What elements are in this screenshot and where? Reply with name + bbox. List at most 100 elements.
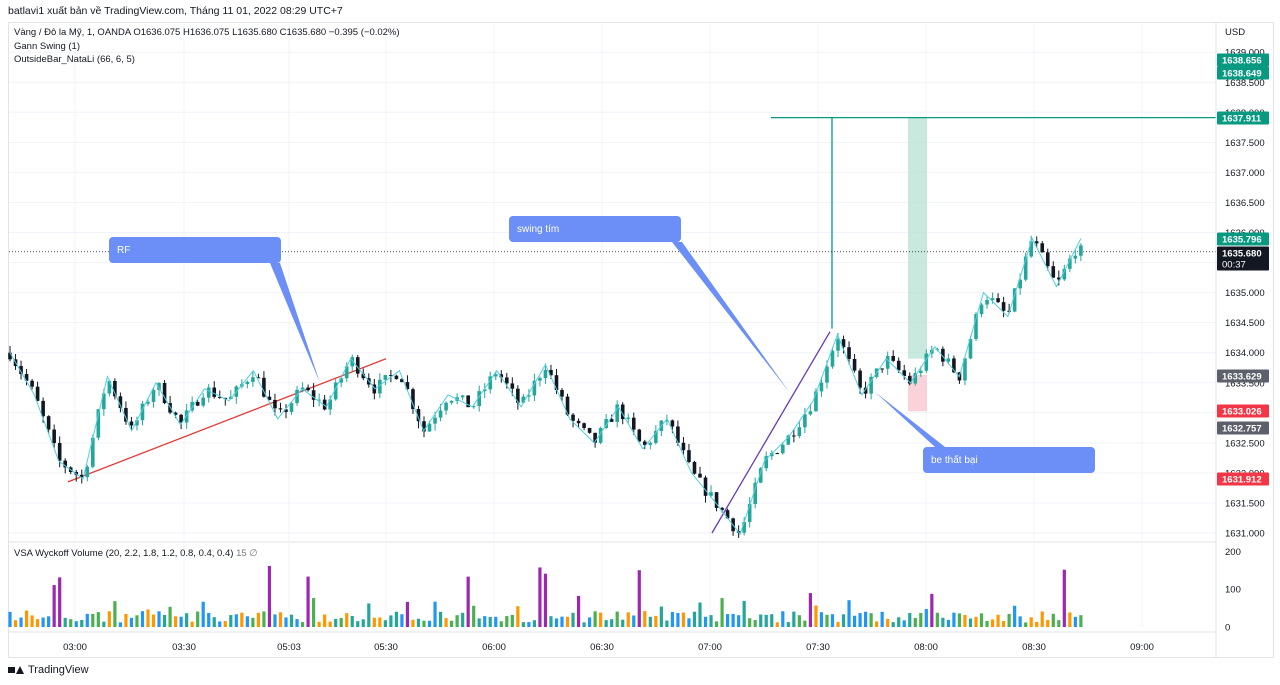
volume-bar <box>96 612 100 627</box>
price-badge <box>1217 246 1269 271</box>
volume-bar <box>841 614 846 627</box>
candle-body <box>157 382 161 390</box>
candle-body <box>692 461 697 474</box>
volume-bar <box>289 614 294 627</box>
candle-body <box>96 409 101 438</box>
candle-body <box>847 347 851 359</box>
time-tick-label: 08:00 <box>914 642 938 653</box>
candle-body <box>792 435 796 437</box>
tradingview-footer[interactable]: TradingView <box>8 664 89 676</box>
volume-bar <box>532 620 536 627</box>
price-tick-label: 1632.500 <box>1225 438 1265 449</box>
volume-bar <box>825 614 829 627</box>
candle-body <box>1045 252 1050 267</box>
tradingview-brand: TradingView <box>28 664 89 676</box>
candle-body <box>1023 256 1028 280</box>
candle-body <box>1073 255 1078 259</box>
volume-bar <box>648 616 652 627</box>
candle-body <box>758 468 763 483</box>
callout-label: be thất bại <box>931 454 978 466</box>
price-badge <box>1217 232 1269 246</box>
candle-body <box>560 390 564 397</box>
candle-body <box>383 375 388 380</box>
candle-body <box>118 396 123 408</box>
volume-bar <box>709 615 713 627</box>
volume-bar <box>1040 611 1044 627</box>
volume-bar <box>1018 616 1022 627</box>
candle-body <box>819 382 824 392</box>
tradingview-logo-icon <box>8 665 24 675</box>
volume-tick-label: 100 <box>1225 585 1241 596</box>
volume-bar <box>118 622 122 627</box>
price-axis: 1631.0001631.5001632.0001632.5001633.000… <box>1215 22 1269 657</box>
candle-body <box>742 521 746 533</box>
candle-body <box>1057 277 1061 280</box>
volume-bar <box>720 598 724 627</box>
volume-bar <box>924 609 928 627</box>
indicator-outside-bar[interactable]: OutsideBar_NataLi (66, 6, 5) <box>14 54 135 65</box>
candle-body <box>24 374 29 381</box>
risk-reward-zones <box>908 117 927 412</box>
time-tick-label: 05:03 <box>277 642 301 653</box>
volume-bar <box>1068 612 1072 627</box>
volume-bar <box>748 618 752 627</box>
volume-bar <box>24 610 29 627</box>
symbol-legend[interactable]: Vàng / Đô la Mỹ, 1, OANDA O1636.075 H163… <box>14 27 400 38</box>
candle-body <box>880 368 884 370</box>
volume-bar <box>510 614 514 627</box>
callout-box <box>509 216 681 242</box>
volume-bar <box>140 611 145 627</box>
volume-legend[interactable]: VSA Wyckoff Volume (20, 2.2, 1.8, 1.2, 0… <box>14 548 258 559</box>
candle-body <box>814 391 818 412</box>
volume-bar <box>902 620 906 627</box>
candle-body <box>394 375 399 380</box>
candle-body <box>102 393 106 410</box>
candle-body <box>1062 268 1067 280</box>
red-trendline <box>67 358 387 483</box>
volume-bar <box>295 619 299 627</box>
time-tick-label: 09:00 <box>1130 642 1154 653</box>
volume-legend-extra: ∅ <box>249 548 258 559</box>
volume-bar <box>91 613 95 627</box>
volume-bar <box>323 614 327 627</box>
candle-body <box>521 396 526 403</box>
volume-bar <box>1073 616 1077 627</box>
volume-bar <box>698 602 702 627</box>
volume-bar <box>869 613 873 627</box>
volume-bar <box>714 621 719 627</box>
candle-body <box>195 401 200 406</box>
volume-bar <box>516 606 520 627</box>
candle-body <box>46 416 51 430</box>
volume-bar <box>875 621 879 627</box>
candle-body <box>361 373 366 379</box>
candle-body <box>974 314 978 339</box>
volume-bar <box>300 622 305 627</box>
candle-body <box>941 348 945 362</box>
candle-body <box>79 474 84 478</box>
candle-body <box>896 360 901 371</box>
candle-body <box>333 382 338 400</box>
volume-bar <box>63 617 67 627</box>
volume-bar <box>47 616 51 627</box>
candle-body <box>924 353 929 371</box>
candle-body <box>576 420 581 424</box>
candle-body <box>775 453 780 455</box>
candle-body <box>891 356 895 361</box>
indicator-gann-swing[interactable]: Gann Swing (1) <box>14 41 81 52</box>
volume-bar <box>483 616 487 627</box>
candle-body <box>1040 243 1045 253</box>
volume-bar <box>996 614 1000 627</box>
volume-bar <box>218 621 222 627</box>
candle-body <box>858 370 862 388</box>
candle-body <box>1001 302 1006 311</box>
volume-bar <box>185 613 189 627</box>
volume-bar <box>1057 620 1061 627</box>
volume-bar <box>162 614 167 627</box>
volume-bar <box>1024 622 1028 627</box>
candle-body <box>422 421 426 432</box>
candle-body <box>289 403 294 412</box>
callout-box <box>923 447 1095 473</box>
callout-pointer <box>672 242 790 393</box>
volume-bar <box>543 573 548 627</box>
